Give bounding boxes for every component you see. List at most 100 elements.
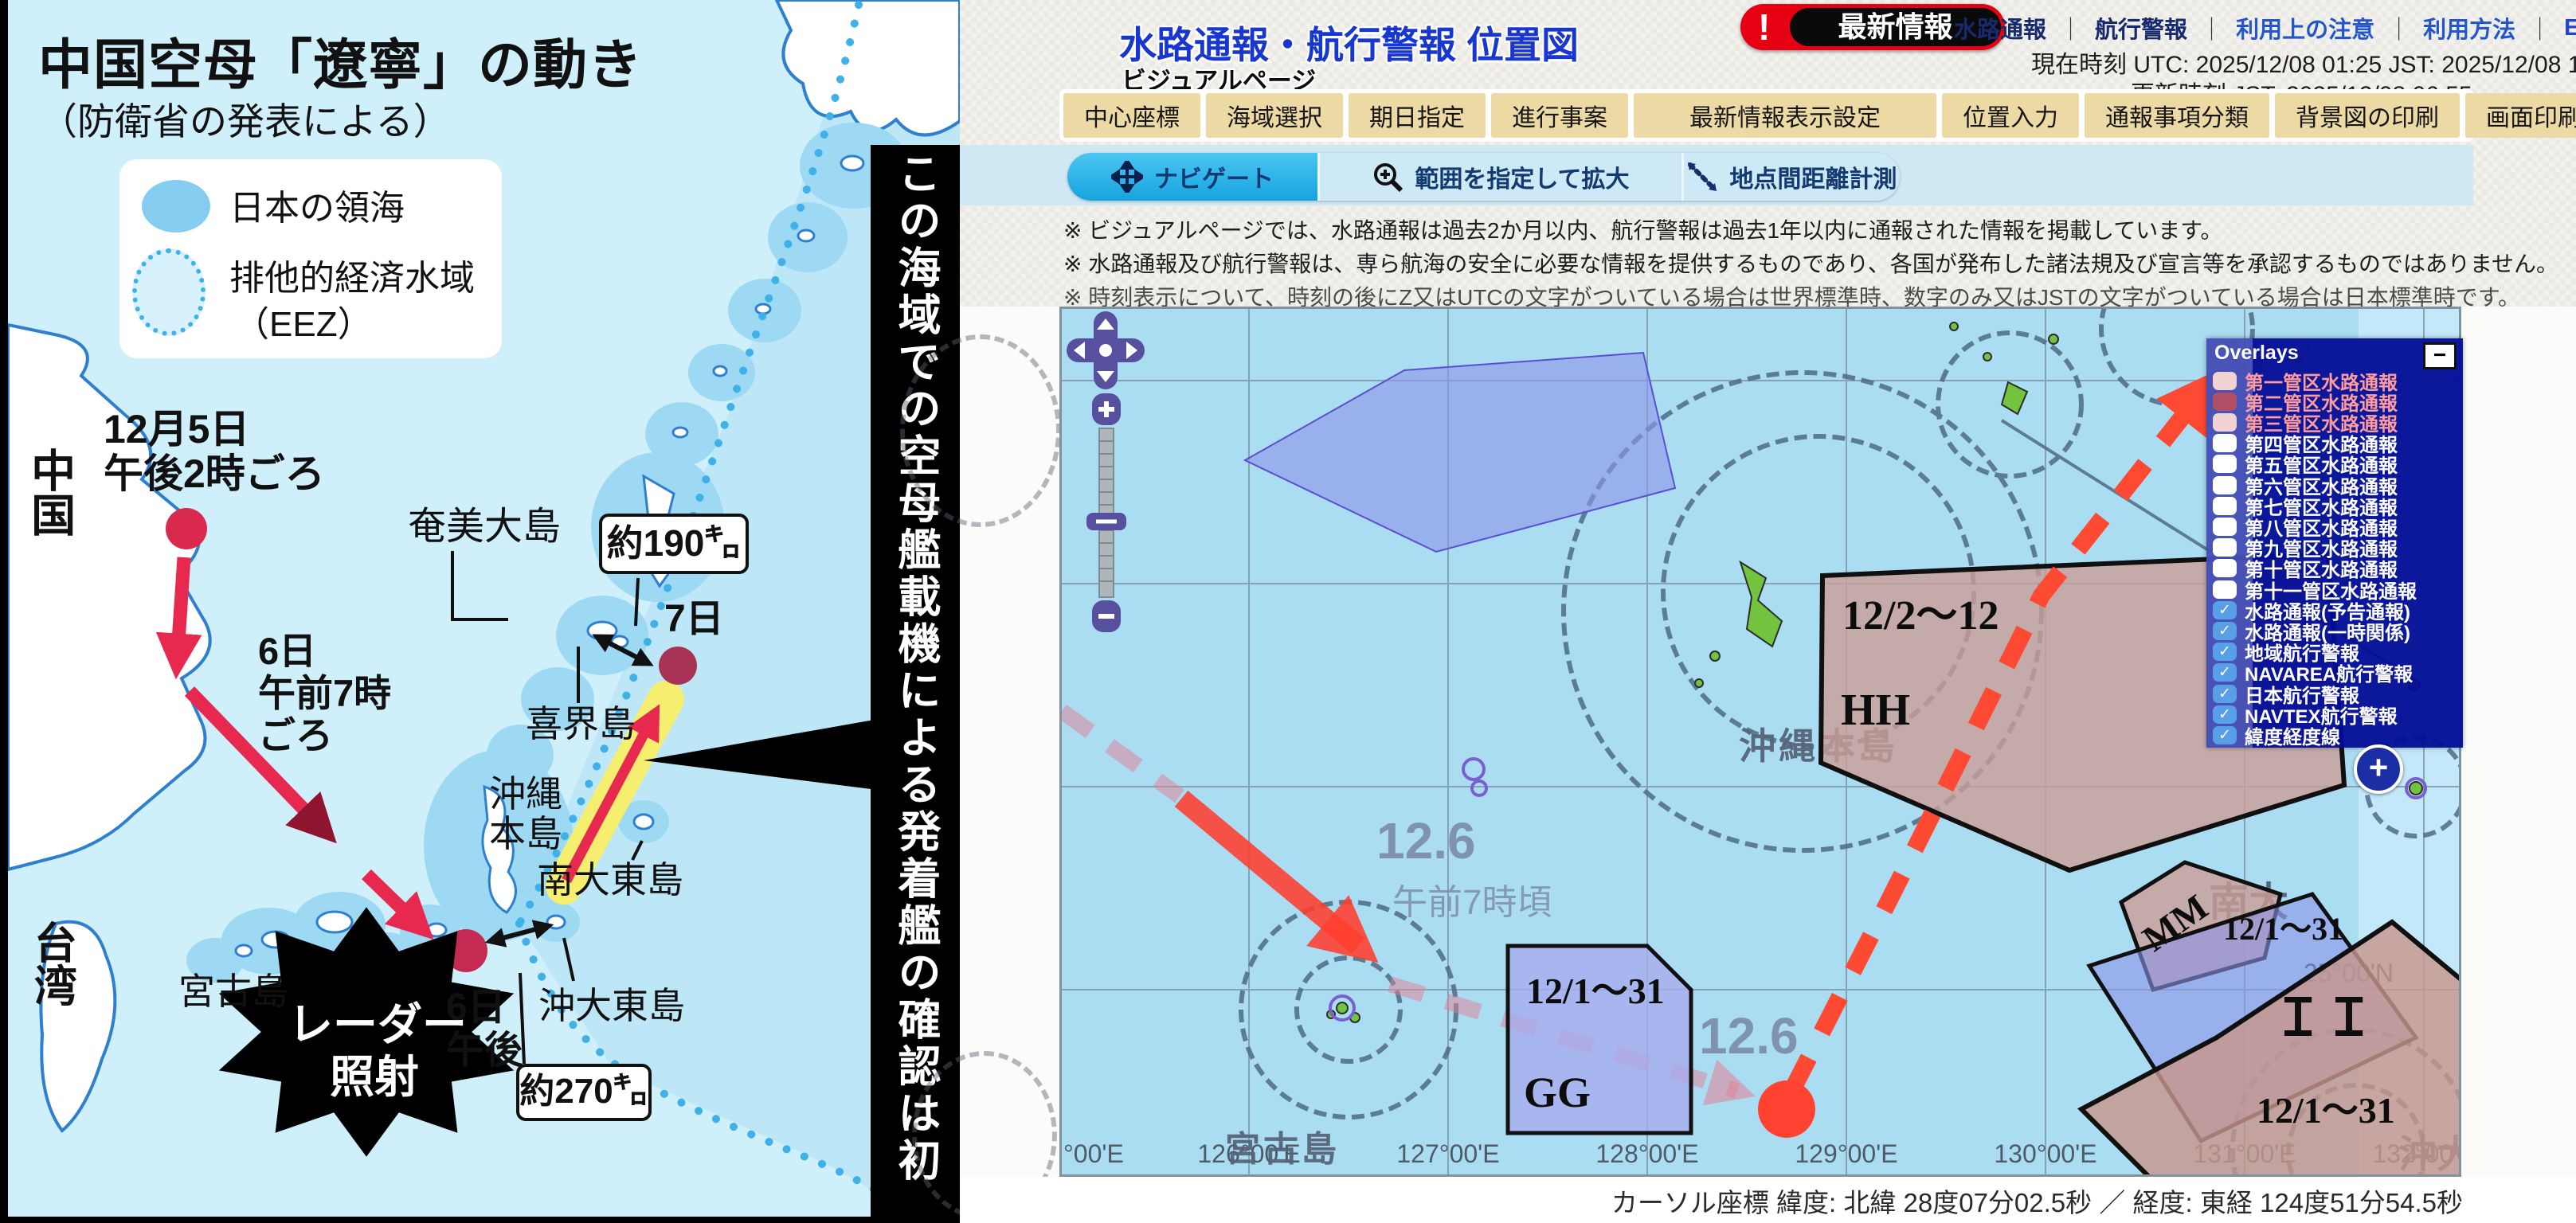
latest-info-label: 最新情報 xyxy=(1790,8,2001,46)
menu-button-8[interactable]: 背景図の印刷 xyxy=(2275,93,2460,138)
track-arrow-4 xyxy=(562,704,660,884)
tool-navigate[interactable]: ナビゲート xyxy=(1067,153,1321,201)
overlay-checkbox[interactable]: ✓ xyxy=(2213,643,2237,662)
label-HH: HH xyxy=(1841,686,1910,735)
overlay-label: 日本航行警報 xyxy=(2245,685,2359,707)
nav-link-4[interactable]: 利用方法 xyxy=(2423,18,2516,43)
menu-button-4[interactable]: 進行事案 xyxy=(1491,93,1628,138)
overlay-checkbox[interactable] xyxy=(2213,580,2237,599)
overlay-label: 第二管区水路通報 xyxy=(2245,393,2398,415)
overlay-checkbox[interactable] xyxy=(2213,475,2237,494)
lon-label-2: 126°00'E xyxy=(1197,1139,1300,1168)
overlay-position-dot xyxy=(1758,1080,1815,1138)
callout-190km: 約190㌔ xyxy=(599,514,749,574)
overlay-checkbox[interactable]: ✓ xyxy=(2213,684,2237,703)
warning-area-II xyxy=(2077,919,2459,1174)
overlay-checkbox[interactable]: ✓ xyxy=(2213,621,2237,640)
overlay-label: 第四管区水路通報 xyxy=(2245,435,2398,457)
label-dec5-2: 午後2時ごろ xyxy=(104,451,325,496)
overlay-checkbox[interactable] xyxy=(2213,538,2237,557)
tool-zoom-area[interactable]: 範囲を指定して拡大 xyxy=(1320,153,1684,201)
overlay-item-6[interactable]: 第六管区水路通報 xyxy=(2213,475,2398,498)
overlay-item-1[interactable]: 第一管区水路通報 xyxy=(2213,370,2398,394)
pos-dot-dec7 xyxy=(659,647,697,685)
overlay-item-15[interactable]: ✓ NAVAREA航行警報 xyxy=(2213,662,2413,686)
label-day7: 7日 xyxy=(664,598,724,640)
pan-control[interactable] xyxy=(1067,311,1145,389)
overlays-minimize-button[interactable]: − xyxy=(2423,342,2457,369)
overlay-label: 第三管区水路通報 xyxy=(2245,413,2398,436)
overlay-checkbox[interactable] xyxy=(2213,496,2237,515)
graphic-title: 中国空母「遼寧」の動き xyxy=(38,35,644,96)
overlay-item-2[interactable]: 第二管区水路通報 xyxy=(2213,391,2398,415)
menu-button-1[interactable]: 中心座標 xyxy=(1063,93,1200,138)
overlay-item-10[interactable]: 第十管区水路通報 xyxy=(2213,558,2398,581)
radar-text-2: 照射 xyxy=(330,1052,419,1102)
menu-button-7[interactable]: 通報事項分類 xyxy=(2085,93,2269,138)
legend-territorial-label: 日本の領海 xyxy=(229,189,405,228)
zoom-slider[interactable] xyxy=(1086,393,1126,632)
distance-icon xyxy=(1688,162,1717,191)
nav-link-5[interactable]: English xyxy=(2564,14,2576,41)
ghost-arc-top xyxy=(900,334,1061,527)
overlay-item-4[interactable]: 第四管区水路通報 xyxy=(2213,433,2398,456)
tool-zoom-area-label: 範囲を指定して拡大 xyxy=(1415,166,1630,193)
overlay-checkbox[interactable]: ✓ xyxy=(2213,600,2237,619)
overlay-item-12[interactable]: ✓ 水路通報(予告通報) xyxy=(2213,600,2410,623)
overlay-checkbox[interactable] xyxy=(2213,371,2237,390)
overlay-item-18[interactable]: ✓ 緯度経度線 xyxy=(2213,725,2340,748)
overlay-item-5[interactable]: 第五管区水路通報 xyxy=(2213,454,2398,477)
label-day6am-2: 午前7時 xyxy=(258,672,392,714)
callout-270km: 約270㌔ xyxy=(516,1064,652,1121)
label-minamidaito: 南大東島 xyxy=(537,859,683,901)
nav-link-3[interactable]: 利用上の注意 xyxy=(2236,18,2375,43)
label-day6pm-1: 6日 xyxy=(446,987,506,1029)
overlay-item-14[interactable]: ✓ 地域航行警報 xyxy=(2213,642,2359,665)
move-icon xyxy=(1111,161,1144,193)
overlay-checkbox[interactable] xyxy=(2213,412,2237,432)
tool-distance[interactable]: 地点間距離計測 xyxy=(1683,153,1900,201)
panel-expand-button[interactable]: + xyxy=(2354,744,2403,794)
menu-button-5[interactable]: 最新情報表示設定 xyxy=(1634,93,1936,138)
overlay-label: 第八管区水路通報 xyxy=(2245,518,2398,540)
overlay-item-16[interactable]: ✓ 日本航行警報 xyxy=(2213,683,2359,707)
overlay-item-7[interactable]: 第七管区水路通報 xyxy=(2213,495,2398,519)
nav-link-1[interactable]: 水路通報 xyxy=(1954,18,2047,43)
overlay-checkbox[interactable]: ✓ xyxy=(2213,663,2237,682)
overlay-solid-arrow xyxy=(1174,791,1379,963)
overlay-checkbox[interactable]: ✓ xyxy=(2213,725,2237,744)
warning-area-GG xyxy=(1505,944,1693,1135)
menu-button-9[interactable]: 画面印刷 xyxy=(2465,93,2576,138)
menu-button-2[interactable]: 海域選択 xyxy=(1206,93,1343,138)
ghost-time-1: 午前7時頃 xyxy=(1392,883,1552,922)
overlay-checkbox[interactable]: ✓ xyxy=(2213,705,2237,724)
nav-link-2[interactable]: 航行警報 xyxy=(2095,18,2188,43)
overlay-item-9[interactable]: 第九管区水路通報 xyxy=(2213,537,2398,561)
overlay-label: 水路通報(一時関係) xyxy=(2245,622,2410,644)
overlay-item-17[interactable]: ✓ NAVTEX航行警報 xyxy=(2213,704,2398,728)
label-amami: 奄美大島 xyxy=(408,506,562,548)
menu-button-6[interactable]: 位置入力 xyxy=(1942,93,2079,138)
overlay-item-13[interactable]: ✓ 水路通報(一時関係) xyxy=(2213,620,2410,644)
label-okidaito: 沖大東島 xyxy=(538,985,685,1026)
overlay-checkbox[interactable] xyxy=(2213,455,2237,474)
note-2: ※ 水路通報及び航行警報は、専ら航海の安全に必要な情報を提供するものであり、各国… xyxy=(1063,252,2559,276)
status-bar: カーソル座標 緯度: 北緯 28度07分02.5秒 ／ 経度: 東経 124度5… xyxy=(960,1177,2576,1223)
overlay-dash-main xyxy=(1783,369,2221,1097)
overlay-label: 第十一管区水路通報 xyxy=(2245,580,2417,603)
label-okinawa-2: 本島 xyxy=(489,813,562,854)
track-arrow-3 xyxy=(362,869,434,940)
overlay-item-3[interactable]: 第三管区水路通報 xyxy=(2213,412,2398,436)
overlay-item-8[interactable]: 第八管区水路通報 xyxy=(2213,516,2398,540)
latest-info-badge[interactable]: ! 最新情報 xyxy=(1740,4,2005,50)
overlay-checkbox[interactable] xyxy=(2213,392,2237,411)
nav-separator: ｜ xyxy=(2387,18,2411,43)
menu-button-3[interactable]: 期日指定 xyxy=(1349,93,1486,138)
legend-territorial-swatch xyxy=(142,180,210,232)
overlay-checkbox[interactable] xyxy=(2213,559,2237,578)
graphic-subtitle: （防衛省の発表による） xyxy=(40,100,451,143)
overlay-checkbox[interactable] xyxy=(2213,434,2237,453)
overlay-checkbox[interactable] xyxy=(2213,517,2237,536)
pos-dot-dec5 xyxy=(166,508,207,549)
overlay-item-11[interactable]: 第十一管区水路通報 xyxy=(2213,579,2417,603)
